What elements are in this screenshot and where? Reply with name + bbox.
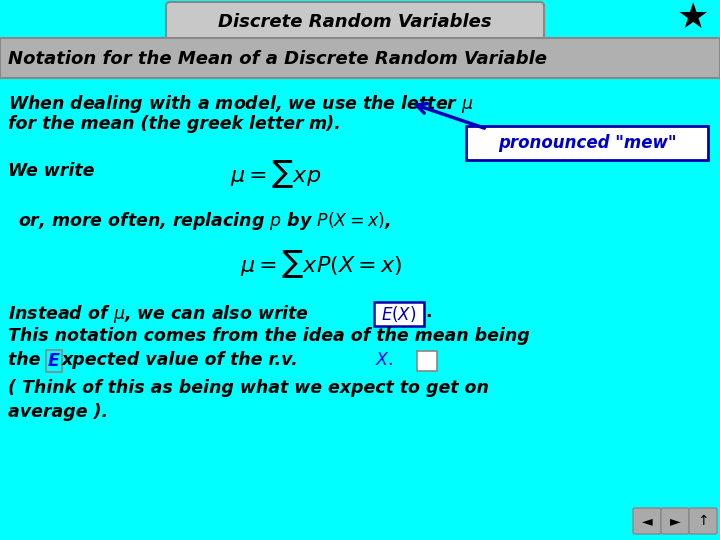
Text: Notation for the Mean of a Discrete Random Variable: Notation for the Mean of a Discrete Rand… <box>8 50 547 68</box>
Text: ( Think of this as being what we expect to get on: ( Think of this as being what we expect … <box>8 379 489 397</box>
Text: or, more often, replacing $p$ by $P(X = x)$,: or, more often, replacing $p$ by $P(X = … <box>18 210 391 232</box>
Text: E: E <box>48 352 60 370</box>
FancyBboxPatch shape <box>374 302 424 326</box>
Text: $\mu = \sum xP(X = x)$: $\mu = \sum xP(X = x)$ <box>240 248 402 280</box>
FancyBboxPatch shape <box>466 126 708 160</box>
FancyBboxPatch shape <box>166 2 544 40</box>
Text: for the mean (the greek letter: for the mean (the greek letter <box>8 115 310 133</box>
Text: When dealing with a model, we use the letter $\mu$: When dealing with a model, we use the le… <box>8 93 474 115</box>
Text: average ).: average ). <box>8 403 108 421</box>
Text: $E(X)$: $E(X)$ <box>382 304 417 324</box>
Text: ↑: ↑ <box>697 514 708 528</box>
Text: $X$.: $X$. <box>375 351 393 369</box>
Text: xpected value of the r.v.: xpected value of the r.v. <box>62 351 305 369</box>
Text: We write: We write <box>8 162 94 180</box>
FancyBboxPatch shape <box>417 351 437 371</box>
FancyBboxPatch shape <box>0 38 720 78</box>
Text: ◄: ◄ <box>642 514 652 528</box>
Text: Discrete Random Variables: Discrete Random Variables <box>218 13 492 31</box>
Text: ►: ► <box>670 514 680 528</box>
Text: the: the <box>8 351 46 369</box>
Text: m).: m). <box>308 115 341 133</box>
FancyBboxPatch shape <box>689 508 717 534</box>
Text: This notation comes from the idea of the mean being: This notation comes from the idea of the… <box>8 327 530 345</box>
FancyBboxPatch shape <box>633 508 661 534</box>
Text: Instead of $\mu$, we can also write: Instead of $\mu$, we can also write <box>8 303 310 325</box>
FancyBboxPatch shape <box>661 508 689 534</box>
Text: ★: ★ <box>677 1 709 35</box>
Text: .: . <box>425 303 431 321</box>
FancyBboxPatch shape <box>46 350 62 372</box>
Text: pronounced "mew": pronounced "mew" <box>498 134 676 152</box>
Text: $\mu = \sum xp$: $\mu = \sum xp$ <box>230 158 321 190</box>
